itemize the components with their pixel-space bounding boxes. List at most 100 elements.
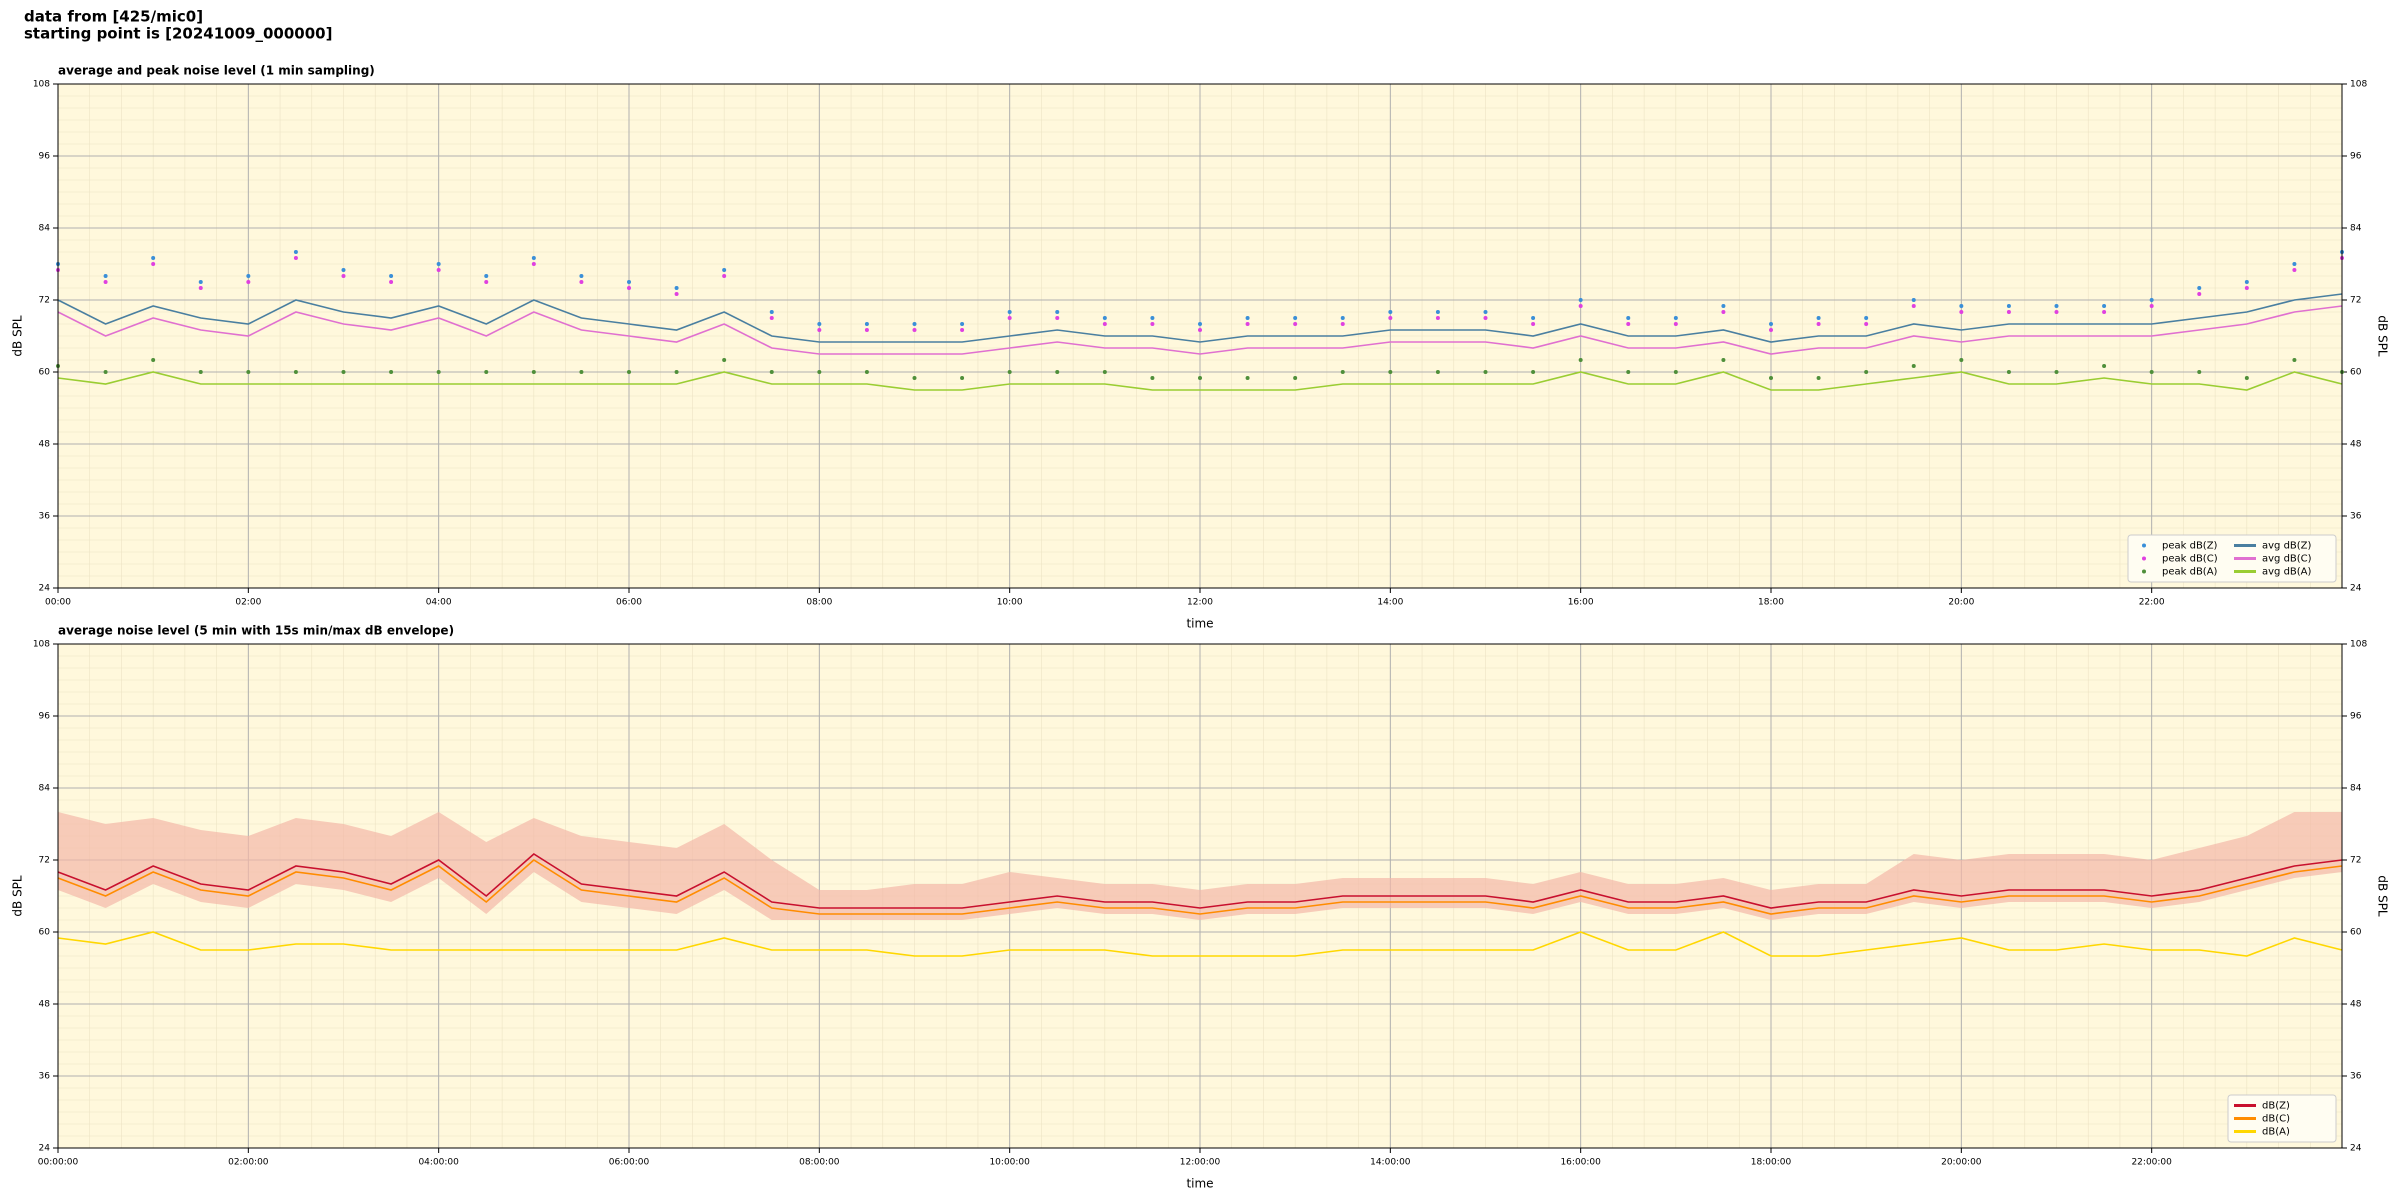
peak-point	[1721, 304, 1726, 308]
peak-point	[2054, 304, 2059, 308]
y-axis-label: dB SPL	[11, 315, 25, 357]
plot-frame	[57, 83, 2343, 589]
peak-point	[246, 370, 251, 374]
x-tick-label: 02:00:00	[228, 1158, 269, 1168]
peak-point	[1340, 370, 1345, 374]
y-axis-label: dB SPL	[11, 875, 25, 917]
peak-point	[198, 370, 203, 374]
peak-point	[151, 262, 156, 266]
y-tick-label: 108	[33, 80, 50, 90]
legend-label: avg dB(Z)	[2262, 541, 2312, 552]
peak-point	[531, 370, 536, 374]
header-line: starting point is [20241009_000000]	[24, 25, 332, 43]
peak-point	[151, 358, 156, 362]
peak-point	[722, 268, 727, 272]
y-tick-label: 108	[2350, 80, 2367, 90]
y-tick-label: 96	[2350, 712, 2362, 722]
peak-point	[1245, 316, 1250, 320]
peak-point	[341, 370, 346, 374]
peak-point	[1626, 316, 1631, 320]
series-line	[57, 931, 2343, 957]
x-axis-label: time	[1186, 617, 1213, 631]
legend-box	[2127, 534, 2337, 583]
peak-point	[2244, 280, 2249, 284]
peak-point	[1007, 316, 1012, 320]
peak-point	[246, 280, 251, 284]
peak-point	[1531, 316, 1536, 320]
legend-label: dB(Z)	[2262, 1101, 2290, 1112]
peak-point	[531, 256, 536, 260]
peak-point	[1340, 322, 1345, 326]
peak-point	[2149, 370, 2154, 374]
series-line	[57, 853, 2343, 909]
x-tick-label: 00:00:00	[38, 1158, 79, 1168]
peak-point	[389, 274, 394, 278]
peak-point	[2292, 262, 2297, 266]
chart-title: average noise level (5 min with 15s min/…	[58, 624, 454, 638]
peak-point	[864, 370, 869, 374]
y-tick-label: 24	[2350, 1144, 2362, 1154]
peak-point	[1150, 322, 1155, 326]
peak-point	[627, 286, 631, 290]
x-tick-label: 14:00	[1377, 598, 1403, 608]
peak-point	[817, 328, 822, 332]
peak-point	[722, 358, 727, 362]
y-tick-label: 60	[39, 928, 51, 938]
peak-point	[769, 370, 774, 374]
peak-point	[1483, 370, 1488, 374]
peak-point	[579, 280, 584, 284]
peak-point	[674, 292, 679, 296]
peak-point	[1245, 376, 1250, 380]
y-tick-label: 72	[2350, 296, 2361, 306]
x-tick-label: 02:00	[235, 598, 261, 608]
peak-point	[627, 280, 631, 284]
peak-point	[2054, 310, 2059, 314]
peak-point	[769, 310, 774, 314]
peak-point	[817, 370, 822, 374]
y-tick-label: 84	[39, 224, 51, 234]
peak-point	[389, 370, 394, 374]
x-tick-label: 04:00:00	[418, 1158, 459, 1168]
y-tick-label: 60	[39, 368, 51, 378]
peak-point	[389, 280, 394, 284]
y-axis-label: dB SPL	[2376, 875, 2390, 917]
peak-point	[1388, 316, 1393, 320]
peak-point	[1435, 370, 1440, 374]
peak-point	[198, 286, 203, 290]
series-line	[57, 305, 2343, 355]
peak-point	[1007, 310, 1012, 314]
peak-point	[1673, 370, 1678, 374]
y-tick-label: 24	[2350, 584, 2362, 594]
x-tick-label: 10:00:00	[989, 1158, 1030, 1168]
series-line	[57, 859, 2343, 915]
peak-point	[1769, 322, 1773, 326]
x-tick-label: 00:00	[45, 598, 71, 608]
x-tick-label: 22:00	[2139, 598, 2165, 608]
peak-point	[1816, 316, 1821, 320]
peak-point	[436, 370, 441, 374]
peak-point	[1055, 316, 1060, 320]
peak-point	[627, 370, 631, 374]
y-tick-label: 96	[39, 152, 51, 162]
peak-point	[817, 322, 822, 326]
header-line: data from [425/mic0]	[24, 8, 203, 26]
peak-point	[2244, 376, 2249, 380]
peak-point	[1911, 298, 1916, 302]
peak-point	[1102, 322, 1107, 326]
peak-point	[674, 286, 679, 290]
peak-point	[1911, 304, 1916, 308]
peak-point	[2292, 358, 2297, 362]
peak-point	[912, 328, 917, 332]
y-tick-label: 96	[2350, 152, 2362, 162]
peak-point	[531, 262, 536, 266]
peak-point	[769, 316, 774, 320]
x-tick-label: 06:00	[616, 598, 642, 608]
peak-point	[246, 274, 251, 278]
peak-point	[293, 256, 298, 260]
x-tick-label: 08:00:00	[799, 1158, 840, 1168]
peak-point	[436, 268, 441, 272]
peak-point	[1959, 358, 1964, 362]
legend-marker	[2142, 556, 2146, 561]
peak-point	[1578, 298, 1583, 302]
y-tick-label: 72	[39, 856, 50, 866]
